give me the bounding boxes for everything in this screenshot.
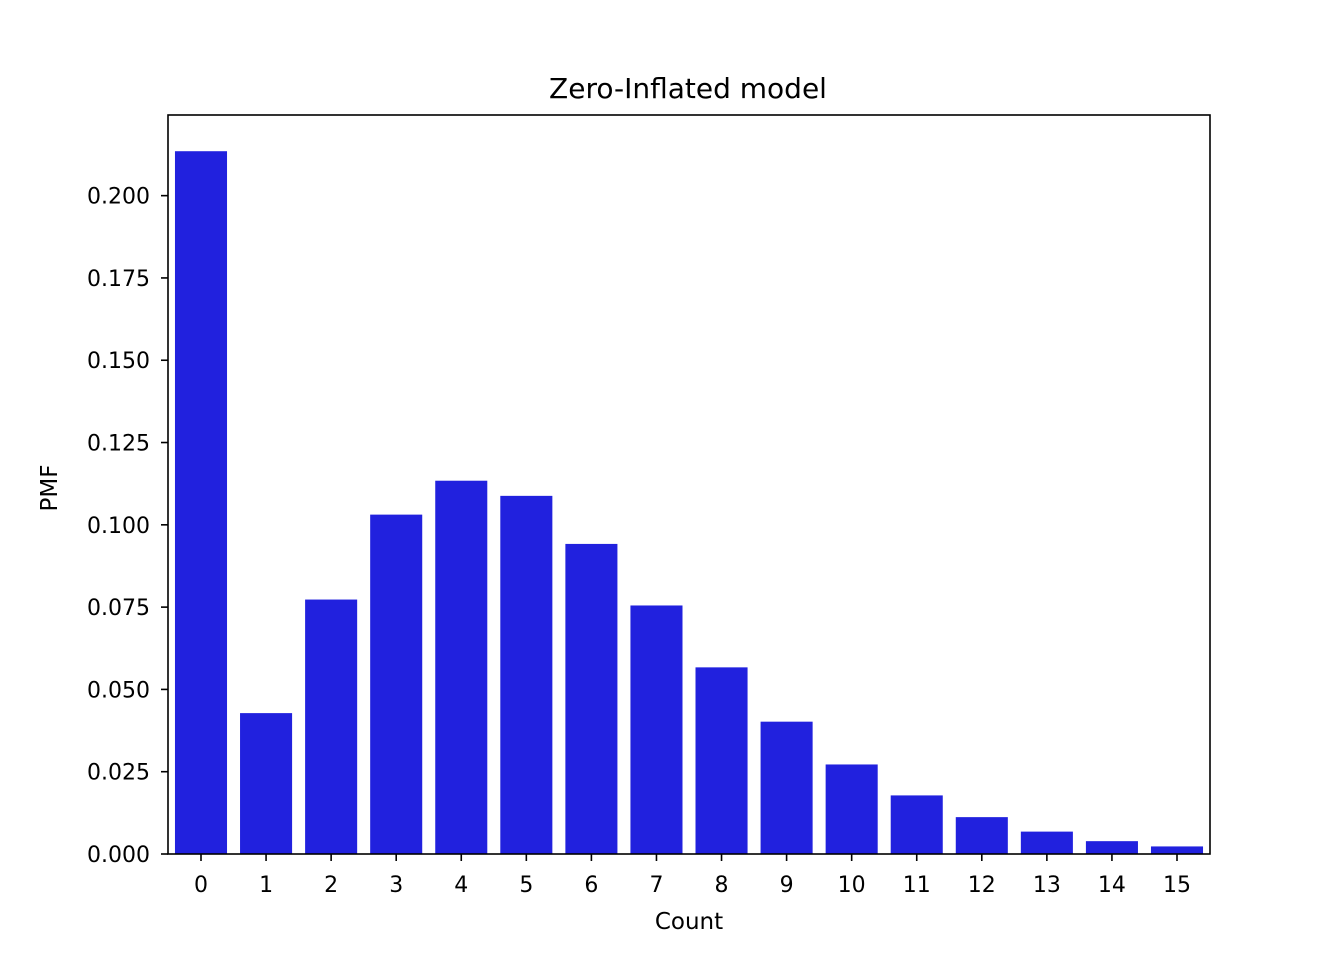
- bar-0: [174, 151, 228, 854]
- bar-4: [435, 480, 488, 854]
- y-tick-label: 0.200: [87, 185, 150, 210]
- y-axis-label: PMF: [37, 465, 63, 512]
- bar-8: [695, 667, 748, 854]
- x-tick-label: 4: [454, 873, 468, 898]
- x-tick-label: 8: [715, 873, 729, 898]
- bar-15: [1150, 846, 1204, 854]
- x-tick-label: 13: [1033, 873, 1061, 898]
- y-tick-label: 0.175: [87, 267, 150, 292]
- chart-title: Zero-Inflated model: [549, 72, 827, 105]
- bar-13: [1020, 831, 1073, 854]
- x-tick-label: 3: [389, 873, 403, 898]
- bar-5: [500, 495, 553, 854]
- x-tick-label: 9: [780, 873, 794, 898]
- x-tick-label: 5: [519, 873, 533, 898]
- x-tick-label: 7: [649, 873, 663, 898]
- y-axis-ticks: 0.000 0.025 0.050 0.075 0.100 0.125 0.150 0.175…: [87, 185, 168, 868]
- y-tick-label: 0.100: [87, 514, 150, 539]
- bar-7: [630, 605, 683, 854]
- bar-2: [305, 599, 358, 854]
- y-tick-label: 0.150: [87, 349, 150, 374]
- y-tick-label: 0.075: [87, 596, 150, 621]
- x-tick-label: 1: [259, 873, 273, 898]
- x-tick-label: 0: [194, 873, 208, 898]
- bar-11: [890, 795, 943, 854]
- x-tick-label: 2: [324, 873, 338, 898]
- bar-6: [565, 543, 618, 854]
- bar-12: [955, 817, 1008, 854]
- bars-group: [174, 151, 1204, 854]
- bar-3: [370, 514, 423, 854]
- y-tick-label: 0.050: [87, 678, 150, 703]
- x-axis-ticks: 0 1 2 3 4 5 6 7 8 9 10 11 12 13 14 15: [194, 854, 1191, 898]
- x-tick-label: 11: [903, 873, 931, 898]
- bar-10: [825, 764, 878, 854]
- x-tick-label: 6: [584, 873, 598, 898]
- bar-9: [760, 721, 813, 854]
- x-tick-label: 15: [1163, 873, 1191, 898]
- y-tick-label: 0.125: [87, 432, 150, 457]
- plot-frame: [167, 114, 1211, 855]
- bar-14: [1085, 841, 1138, 854]
- x-axis-label: Count: [655, 909, 723, 935]
- x-tick-label: 12: [968, 873, 996, 898]
- y-tick-label: 0.000: [87, 843, 150, 868]
- y-tick-label: 0.025: [87, 761, 150, 786]
- x-tick-label: 14: [1098, 873, 1126, 898]
- x-tick-label: 10: [838, 873, 866, 898]
- bar-1: [240, 713, 293, 854]
